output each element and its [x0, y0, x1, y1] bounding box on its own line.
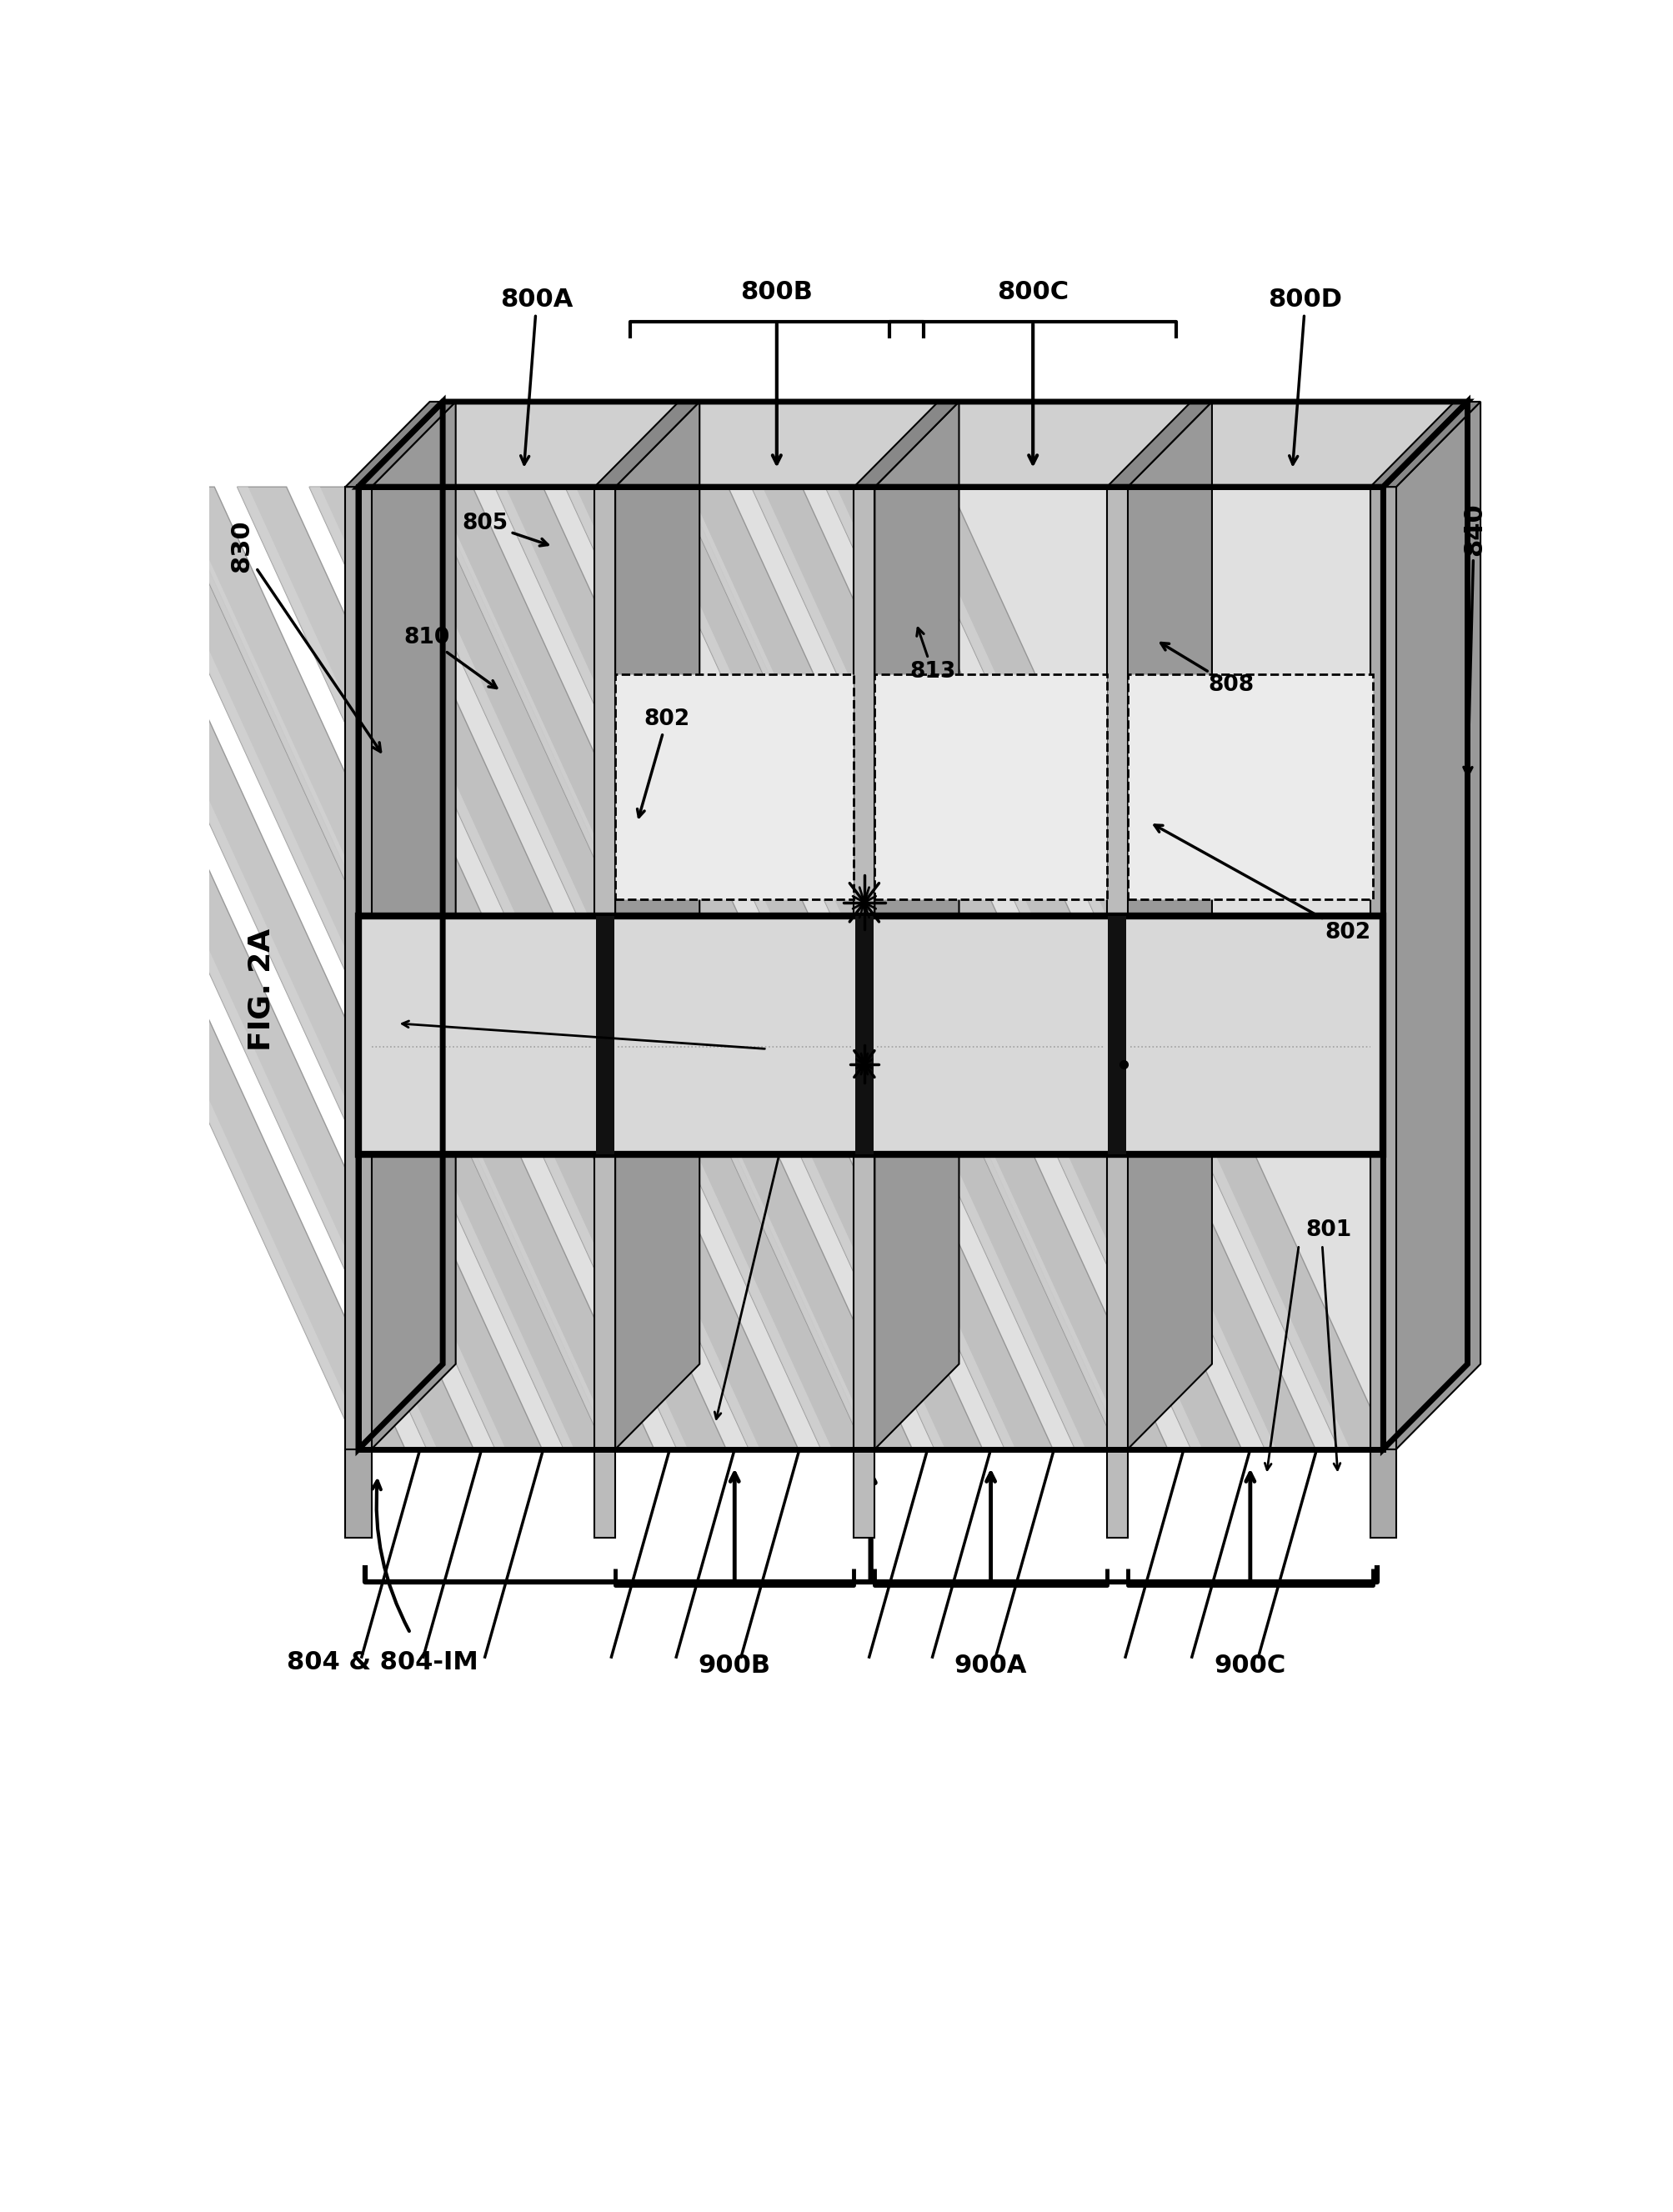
- Text: 800C: 800C: [997, 281, 1069, 305]
- Bar: [358, 916, 1382, 1155]
- Polygon shape: [853, 403, 959, 487]
- Text: 802: 802: [1154, 825, 1370, 942]
- Bar: [1106, 1449, 1128, 1537]
- Bar: [853, 487, 875, 1449]
- Bar: [875, 675, 1106, 898]
- Bar: [594, 487, 616, 1449]
- Polygon shape: [124, 487, 611, 1449]
- Polygon shape: [1370, 403, 1481, 487]
- Bar: [1128, 675, 1372, 898]
- Polygon shape: [495, 487, 945, 1449]
- Polygon shape: [565, 487, 1016, 1449]
- Bar: [616, 675, 853, 898]
- Polygon shape: [381, 487, 870, 1449]
- Polygon shape: [751, 487, 1201, 1449]
- Polygon shape: [751, 487, 1241, 1449]
- Text: 900B: 900B: [698, 1655, 771, 1677]
- Text: 802: 802: [637, 708, 689, 816]
- Text: 800B: 800B: [739, 281, 813, 305]
- Bar: [358, 487, 604, 1449]
- Polygon shape: [636, 487, 1123, 1449]
- Polygon shape: [310, 487, 760, 1449]
- Bar: [1108, 916, 1126, 1155]
- Polygon shape: [425, 487, 912, 1449]
- Text: 800A: 800A: [500, 288, 572, 465]
- Polygon shape: [678, 487, 1168, 1449]
- Text: 801: 801: [1305, 1219, 1350, 1241]
- Text: 804 & 804-IM: 804 & 804-IM: [288, 1650, 478, 1674]
- Polygon shape: [124, 487, 574, 1449]
- Bar: [1106, 487, 1128, 1449]
- Polygon shape: [358, 403, 689, 487]
- Bar: [358, 487, 1382, 1449]
- Bar: [358, 487, 1382, 1449]
- Bar: [1118, 487, 1382, 1449]
- Polygon shape: [863, 403, 1201, 487]
- Polygon shape: [358, 403, 1467, 487]
- Polygon shape: [594, 403, 699, 487]
- Polygon shape: [1382, 403, 1467, 1449]
- Polygon shape: [345, 403, 455, 487]
- Polygon shape: [495, 487, 982, 1449]
- Polygon shape: [0, 487, 405, 1449]
- Text: 800D: 800D: [1268, 288, 1342, 465]
- Polygon shape: [898, 487, 1350, 1449]
- Bar: [596, 916, 614, 1155]
- Polygon shape: [1106, 403, 1211, 487]
- Text: 900A: 900A: [954, 1655, 1027, 1677]
- Bar: [855, 916, 873, 1155]
- Polygon shape: [166, 487, 616, 1449]
- Bar: [1370, 487, 1395, 1449]
- Polygon shape: [238, 487, 726, 1449]
- Polygon shape: [604, 403, 949, 487]
- Polygon shape: [371, 403, 455, 1449]
- Text: 810: 810: [403, 626, 497, 688]
- Polygon shape: [898, 487, 1389, 1449]
- Polygon shape: [381, 487, 831, 1449]
- Polygon shape: [55, 487, 542, 1449]
- Polygon shape: [1395, 403, 1481, 1449]
- Polygon shape: [425, 487, 875, 1449]
- Polygon shape: [825, 487, 1315, 1449]
- Polygon shape: [565, 487, 1052, 1449]
- Text: 900C: 900C: [1213, 1655, 1285, 1677]
- Text: 840: 840: [1461, 502, 1486, 776]
- Text: FIG. 2A: FIG. 2A: [248, 929, 274, 1051]
- Bar: [345, 1449, 371, 1537]
- Polygon shape: [0, 487, 437, 1449]
- Bar: [853, 1449, 875, 1537]
- Bar: [1370, 1449, 1395, 1537]
- Polygon shape: [166, 487, 654, 1449]
- Bar: [594, 1449, 616, 1537]
- Text: 808: 808: [1161, 644, 1253, 697]
- Bar: [863, 487, 1118, 1449]
- Bar: [604, 487, 863, 1449]
- Polygon shape: [1128, 403, 1211, 1449]
- Polygon shape: [0, 487, 473, 1449]
- Polygon shape: [1118, 403, 1467, 487]
- Bar: [345, 487, 371, 1449]
- Polygon shape: [636, 487, 1086, 1449]
- Polygon shape: [310, 487, 798, 1449]
- Polygon shape: [55, 487, 505, 1449]
- Polygon shape: [678, 487, 1128, 1449]
- Polygon shape: [0, 487, 368, 1449]
- Polygon shape: [825, 487, 1275, 1449]
- Polygon shape: [358, 403, 442, 1449]
- Polygon shape: [616, 403, 699, 1449]
- Text: 830: 830: [229, 520, 380, 752]
- Text: 813: 813: [910, 628, 955, 684]
- Text: 805: 805: [462, 513, 547, 546]
- Polygon shape: [875, 403, 959, 1449]
- Polygon shape: [238, 487, 688, 1449]
